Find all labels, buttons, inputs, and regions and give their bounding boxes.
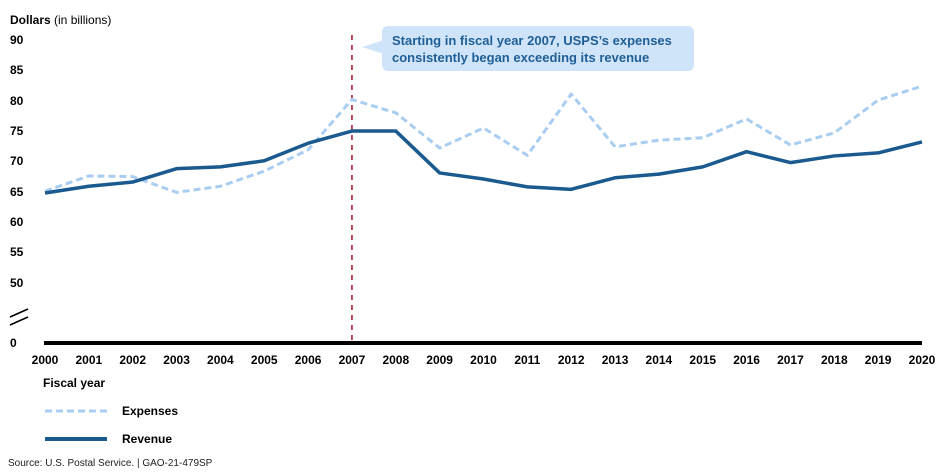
x-tick-label: 2020 — [908, 353, 936, 367]
annotation-line-1: Starting in fiscal year 2007, USPS’s exp… — [392, 33, 672, 48]
y-tick-label: 70 — [10, 154, 24, 169]
x-tick-label: 2006 — [294, 353, 322, 367]
y-tick-label: 50 — [10, 275, 24, 290]
y-tick-label: 55 — [10, 245, 24, 260]
x-tick-label: 2001 — [75, 353, 103, 367]
x-tick-label: 2015 — [689, 353, 717, 367]
y-axis-title-bold: Dollars — [10, 13, 51, 27]
x-tick-label: 2010 — [470, 353, 497, 367]
x-tick-label: 2011 — [514, 353, 541, 367]
legend-label-revenue: Revenue — [122, 432, 173, 446]
callout-pointer — [362, 40, 384, 54]
x-tick-label: 2018 — [820, 353, 848, 367]
x-tick-label: 2004 — [207, 353, 234, 367]
x-tick-label: 2007 — [338, 353, 366, 367]
source-note: Source: U.S. Postal Service. | GAO-21-47… — [8, 458, 213, 469]
y-tick-label-zero: 0 — [10, 336, 17, 350]
x-tick-label: 2009 — [426, 353, 453, 367]
x-tick-label: 2013 — [601, 353, 629, 367]
y-tick-label: 85 — [10, 63, 24, 78]
y-tick-label: 90 — [10, 33, 24, 47]
x-axis-title: Fiscal year — [43, 376, 106, 390]
legend-label-expenses: Expenses — [122, 404, 179, 418]
x-tick-label: 2012 — [557, 353, 585, 367]
axis-break-icon — [9, 308, 29, 326]
y-tick-label: 60 — [10, 215, 24, 230]
x-tick-label: 2005 — [250, 353, 278, 367]
y-tick-label: 65 — [10, 184, 24, 199]
x-tick-label: 2017 — [777, 353, 804, 367]
annotation-callout: Starting in fiscal year 2007, USPS’s exp… — [382, 26, 694, 71]
annotation-line-2: consistently began exceeding its revenue — [392, 50, 650, 65]
y-axis-title: Dollars (in billions) — [10, 13, 111, 27]
series-line-revenue — [44, 129, 923, 195]
y-axis-title-unit: (in billions) — [50, 13, 112, 27]
x-tick-label: 2003 — [163, 353, 190, 367]
x-tick-label: 2002 — [119, 353, 147, 367]
x-tick-label: 2014 — [645, 353, 673, 367]
y-tick-label: 75 — [10, 124, 24, 139]
x-tick-label: 2019 — [864, 353, 892, 367]
y-tick-label: 80 — [10, 93, 24, 108]
x-tick-label: 2000 — [31, 353, 59, 367]
series-line-expenses — [44, 84, 923, 194]
x-tick-label: 2008 — [382, 353, 410, 367]
x-tick-label: 2016 — [733, 353, 760, 367]
